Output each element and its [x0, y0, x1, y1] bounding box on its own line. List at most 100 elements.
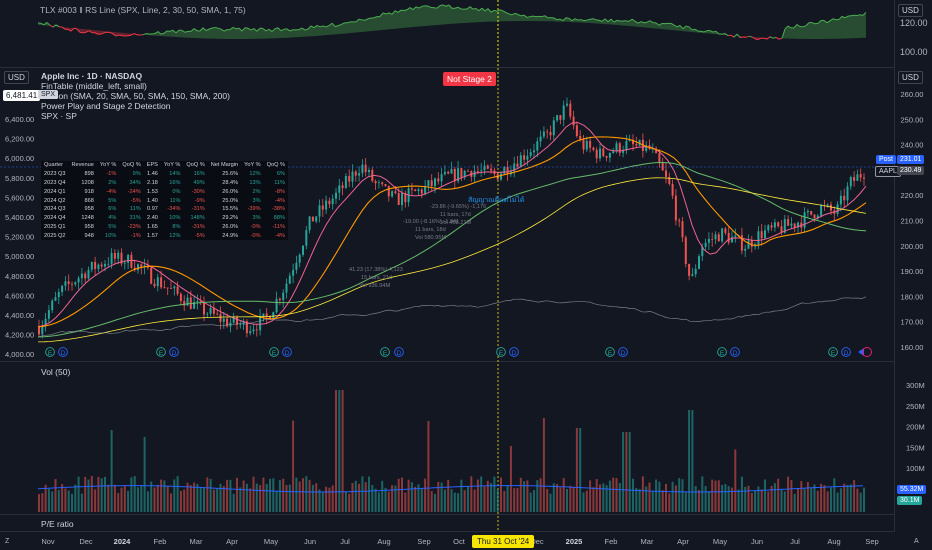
- rs-line-segment: [406, 7, 411, 11]
- rs-line-segment: [310, 25, 315, 29]
- main-scale-label-right[interactable]: USD: [898, 71, 923, 84]
- rs-fill: [362, 19, 365, 32]
- event-marker-text: D: [61, 350, 66, 357]
- rs-fill: [227, 29, 230, 39]
- dividend-marker[interactable]: D: [394, 347, 404, 357]
- legend-fintable[interactable]: FinTable (middle_left, small): [41, 81, 147, 91]
- volume-bar: [44, 484, 47, 512]
- rs-fill: [668, 23, 671, 30]
- price-pane[interactable]: [0, 68, 894, 362]
- volume-bar: [278, 480, 281, 512]
- event-marker-circle: [282, 347, 292, 357]
- candle-body: [87, 269, 90, 279]
- pe-pane[interactable]: [0, 515, 894, 532]
- candle-body: [793, 223, 796, 228]
- rs-line-segment: [439, 4, 444, 7]
- rs-line-segment: [70, 27, 75, 32]
- dividend-marker[interactable]: D: [618, 347, 628, 357]
- volume-bar: [328, 487, 331, 512]
- volume-bar: [285, 484, 288, 512]
- dividend-marker[interactable]: D: [509, 347, 519, 357]
- corner-left[interactable]: Z: [5, 538, 10, 545]
- time-axis[interactable]: [0, 532, 932, 550]
- volume-bar: [665, 483, 667, 512]
- candles: [38, 97, 865, 339]
- rs-fill: [404, 9, 407, 28]
- volume-pane[interactable]: [0, 362, 894, 515]
- rs-scale-label[interactable]: USD: [898, 4, 923, 17]
- rs-line-segment: [472, 8, 477, 10]
- rs-fill: [476, 8, 479, 23]
- pe-title[interactable]: P/E ratio: [41, 519, 74, 529]
- price-axis[interactable]: [894, 68, 932, 362]
- volume-title[interactable]: Vol (50): [41, 367, 71, 377]
- rs-fill: [491, 10, 494, 22]
- volume-bar: [262, 477, 265, 512]
- rs-line-segment: [313, 25, 318, 29]
- dividend-marker[interactable]: D: [58, 347, 68, 357]
- main-scale-label[interactable]: USD: [4, 71, 29, 84]
- legend-powerplay[interactable]: Power Play and Stage 2 Detection: [41, 101, 171, 111]
- volume-bar: [387, 491, 390, 512]
- earnings-marker[interactable]: E: [717, 347, 727, 357]
- dividend-marker[interactable]: D: [169, 347, 179, 357]
- rs-fill: [542, 15, 545, 22]
- rs-line-segment: [505, 12, 510, 15]
- sma50-line: [37, 136, 867, 328]
- earnings-marker[interactable]: E: [156, 347, 166, 357]
- volume-bar: [678, 478, 681, 512]
- rs-line-segment: [502, 10, 507, 13]
- sma200-line: [37, 177, 867, 343]
- rs-fill: [824, 20, 827, 39]
- candle-body: [427, 180, 430, 187]
- fin-table-cell: 25.0%: [222, 197, 239, 204]
- earnings-marker[interactable]: E: [605, 347, 615, 357]
- volume-bar: [189, 485, 192, 512]
- volume-bar: [331, 485, 334, 512]
- candle-body: [684, 237, 687, 264]
- volume-axis[interactable]: [894, 362, 932, 515]
- rs-line-segment: [277, 27, 282, 32]
- rs-line-segment: [859, 14, 864, 16]
- earnings-marker[interactable]: E: [496, 347, 506, 357]
- rs-fill: [287, 28, 290, 38]
- rs-line-segment: [856, 14, 861, 17]
- dividend-marker[interactable]: D: [282, 347, 292, 357]
- volume-bar: [790, 480, 793, 512]
- rs-line-segment: [649, 20, 654, 24]
- volume-bar: [272, 478, 275, 512]
- fin-table-cell: -24%: [127, 188, 141, 195]
- rs-line-segment: [589, 18, 594, 20]
- volume-bar: [839, 488, 842, 512]
- rs-price-axis[interactable]: [894, 0, 932, 68]
- earnings-marker[interactable]: E: [269, 347, 279, 357]
- volume-bar: [308, 479, 311, 512]
- candle-body: [463, 170, 466, 178]
- legend-ribbon[interactable]: Ribbon (SMA, 20, SMA, 50, SMA, 150, SMA,…: [41, 91, 230, 101]
- candle-body: [638, 139, 641, 146]
- rs-fill: [656, 22, 659, 29]
- fin-table-cell: 25.6%: [222, 171, 239, 178]
- earnings-marker[interactable]: E: [45, 347, 55, 357]
- volume-bar: [414, 486, 417, 512]
- candle-body: [348, 175, 351, 182]
- volume-bar: [417, 484, 420, 512]
- alert-icon[interactable]: [862, 347, 872, 357]
- candle-body: [288, 275, 291, 284]
- fin-table-cell: -4%: [106, 188, 117, 195]
- corner-right[interactable]: A: [914, 538, 919, 545]
- earnings-marker[interactable]: E: [828, 347, 838, 357]
- dividend-marker[interactable]: D: [841, 347, 851, 357]
- rs-line-segment: [205, 28, 210, 31]
- rs-fill: [302, 28, 305, 37]
- volume-bar: [437, 481, 440, 512]
- earnings-marker[interactable]: E: [380, 347, 390, 357]
- rs-fill: [377, 16, 380, 31]
- symbol-title[interactable]: Apple Inc · 1D · NASDAQ: [41, 71, 143, 81]
- dividend-marker[interactable]: D: [730, 347, 740, 357]
- post-label: Post: [876, 155, 897, 164]
- legend-spx[interactable]: SPX · SP: [41, 111, 77, 121]
- volume-bar: [638, 488, 641, 512]
- candle-body: [179, 293, 182, 302]
- volume-bar: [64, 488, 67, 512]
